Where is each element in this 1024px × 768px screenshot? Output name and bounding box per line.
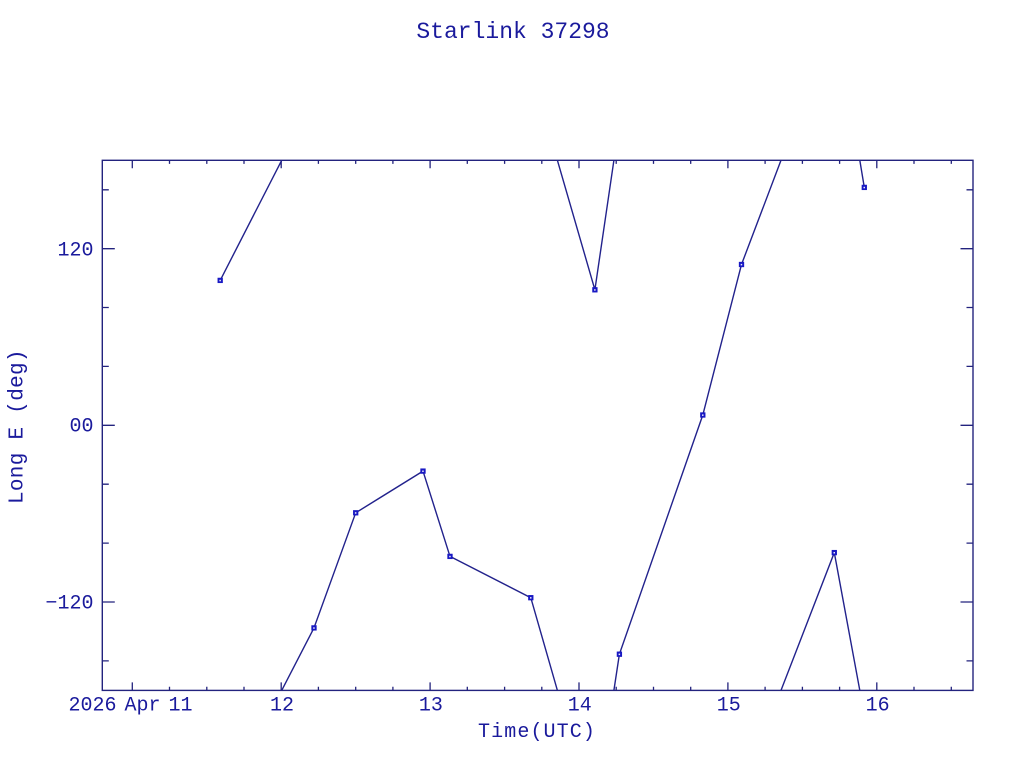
svg-text:16: 16 — [866, 695, 890, 718]
svg-text:13: 13 — [419, 695, 443, 718]
svg-text:Starlink 37298: Starlink 37298 — [416, 19, 609, 45]
svg-text:12: 12 — [270, 695, 294, 718]
svg-text:120: 120 — [57, 239, 93, 262]
svg-text:15: 15 — [717, 695, 741, 718]
svg-text:2026 Apr 11: 2026 Apr 11 — [68, 695, 192, 718]
svg-text:Long E (deg): Long E (deg) — [7, 349, 30, 504]
svg-text:00: 00 — [69, 416, 93, 439]
svg-text:−120: −120 — [45, 592, 93, 615]
svg-text:Time(UTC): Time(UTC) — [478, 721, 596, 744]
svg-text:14: 14 — [568, 695, 592, 718]
